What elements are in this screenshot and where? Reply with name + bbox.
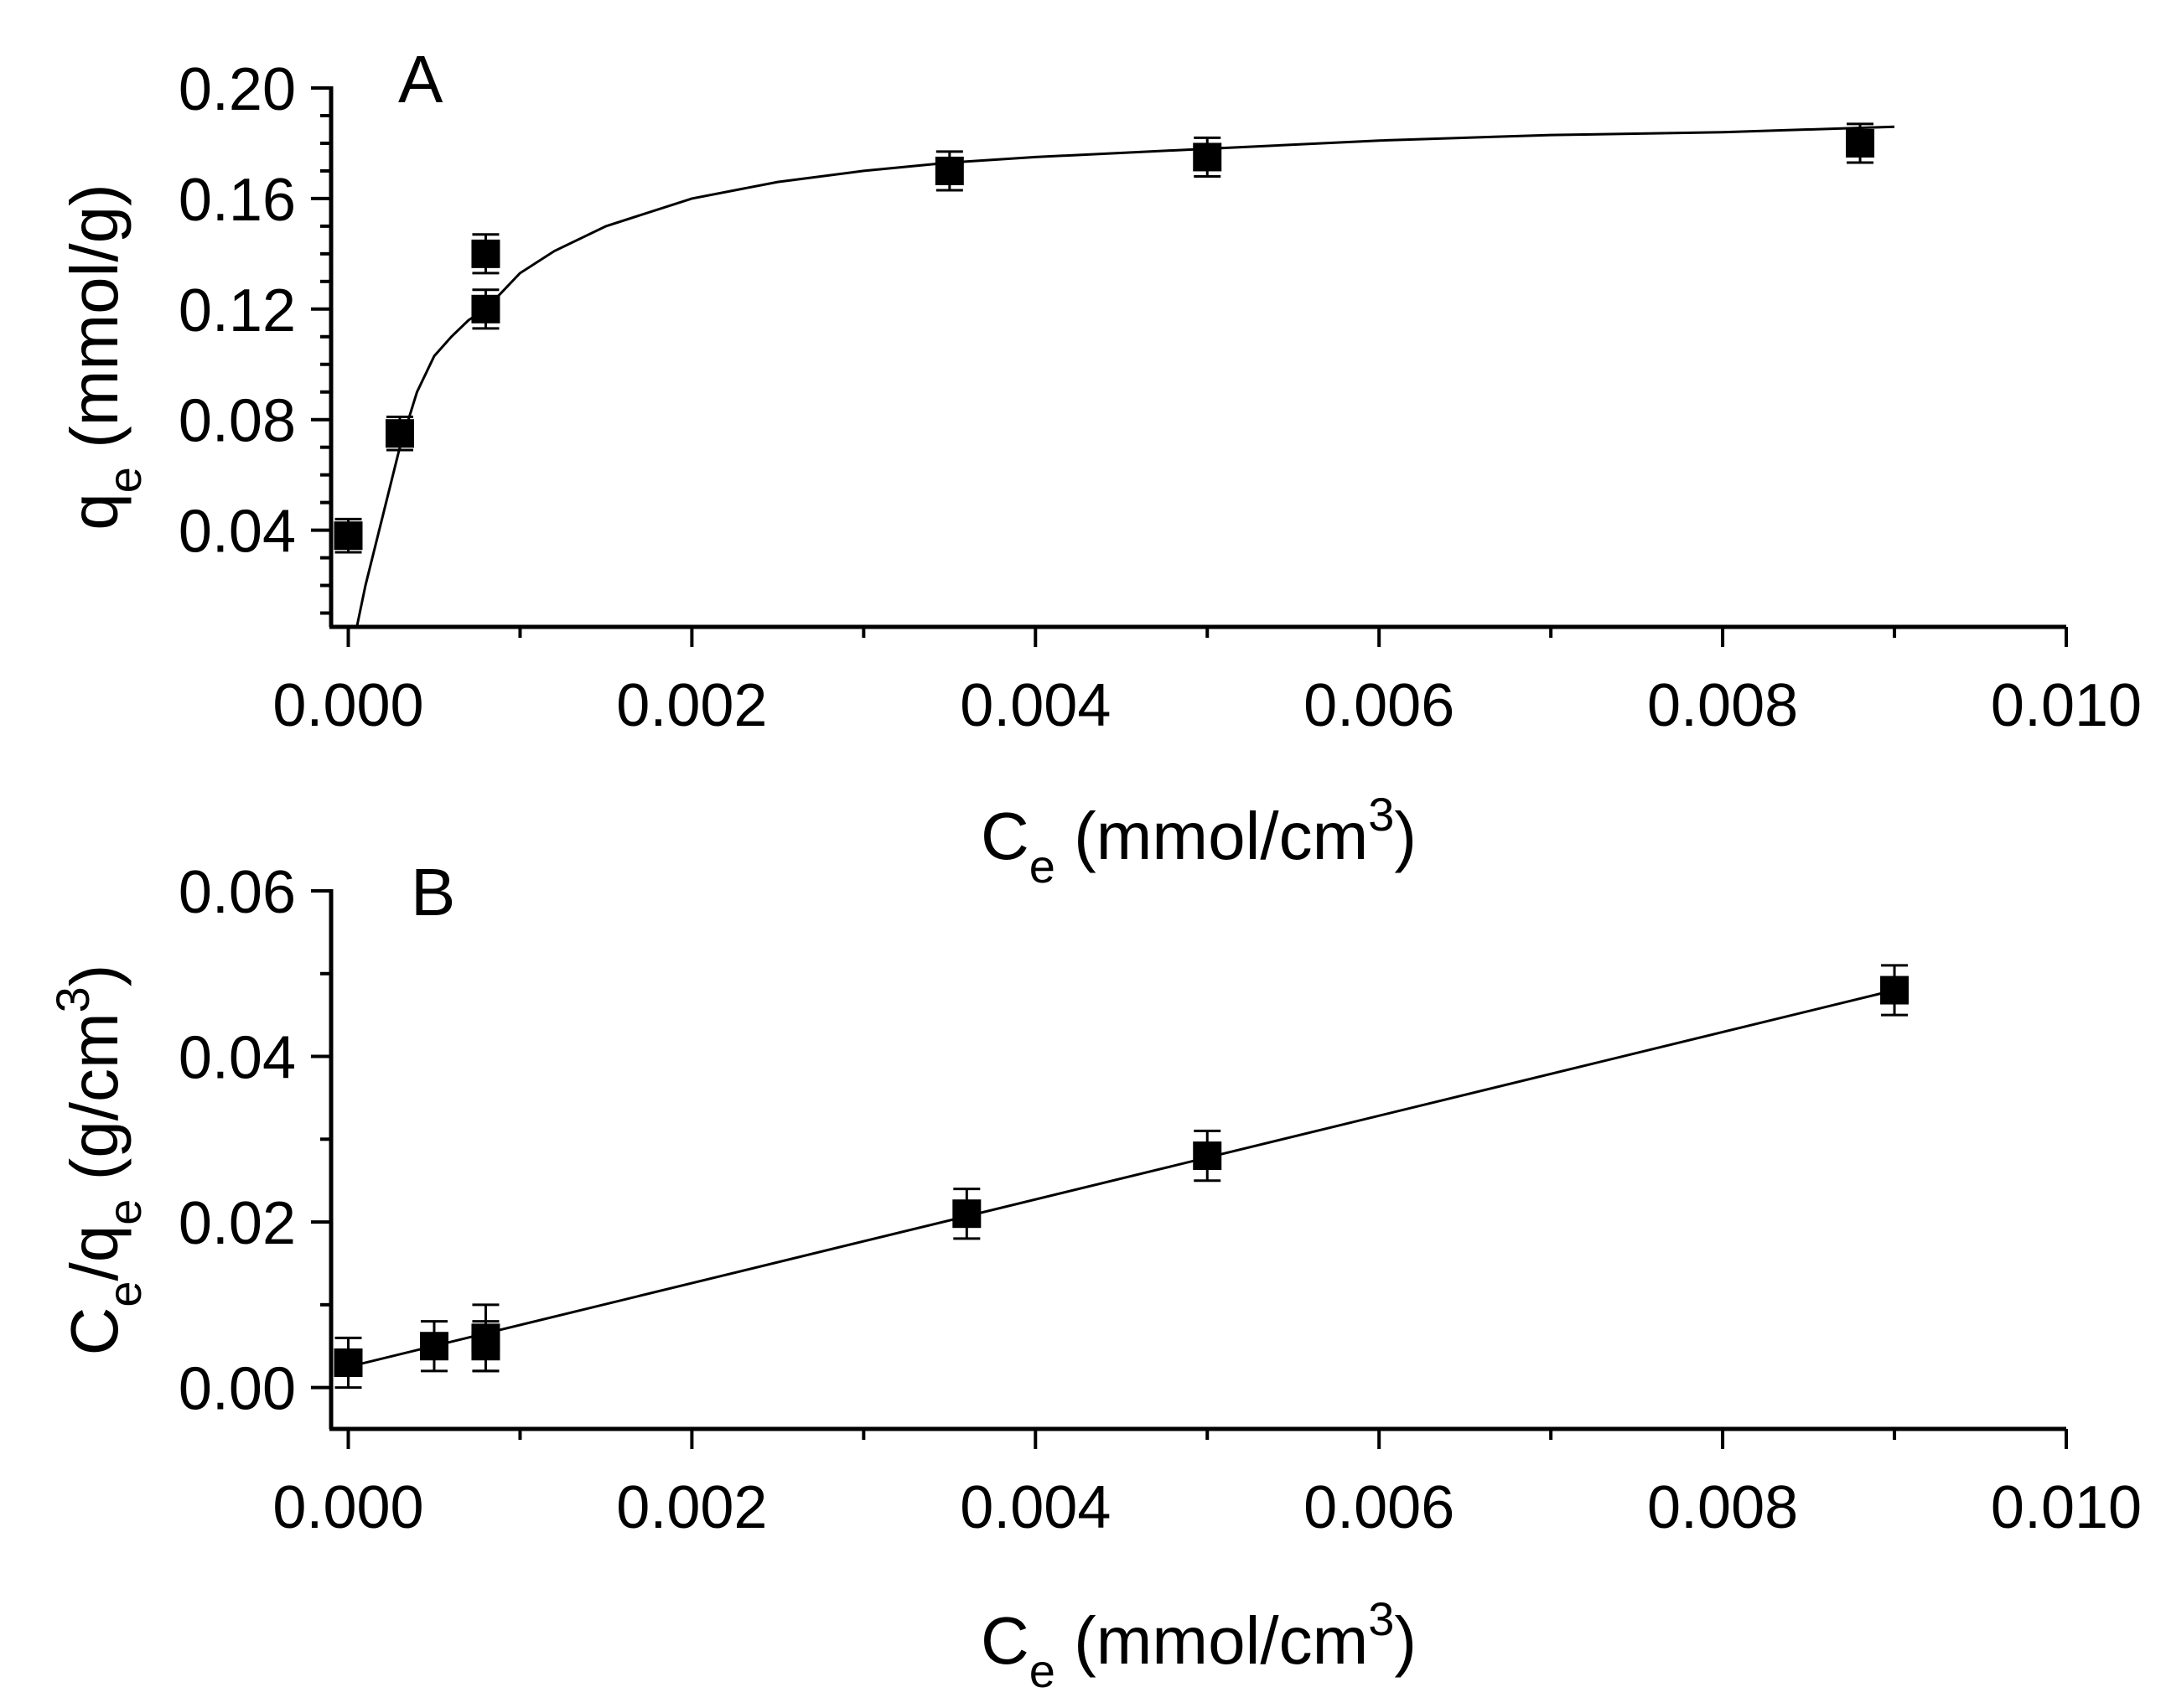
x-axis-title: Ce (mmol/cm3): [981, 788, 1417, 893]
y-title-main: C: [57, 1307, 132, 1356]
x-title-superscript: 3: [1368, 788, 1394, 841]
data-point: [471, 1332, 500, 1361]
y-tick-label: 0.12: [179, 277, 296, 344]
data-point: [1846, 128, 1875, 158]
y-tick-label: 0.04: [179, 1025, 296, 1092]
y-title-unit: (g/cm: [57, 1012, 132, 1198]
panel-label: B: [411, 855, 455, 929]
x-tick-label: 0.006: [1303, 1474, 1454, 1541]
panel-b-linearized-plot: 0.000 0.002 0.004 0.006 0.008 0.010 0.00 0.02 0.…: [46, 855, 2142, 1697]
x-title-close: ): [1394, 1603, 1417, 1678]
y-tick-label: 0.02: [179, 1190, 296, 1257]
y-title-unit: (mmol/g): [57, 184, 132, 467]
x-tick-label: 0.000: [272, 672, 423, 739]
x-tick-label: 0.008: [1647, 1474, 1798, 1541]
data-point: [952, 1199, 982, 1229]
x-tick-label: 0.002: [616, 672, 767, 739]
x-title-subscript: e: [1029, 840, 1055, 893]
x-title-subscript: e: [1029, 1644, 1055, 1697]
x-title-unit: (mmol/cm: [1055, 1603, 1368, 1678]
panel-label: A: [398, 42, 443, 116]
y-title-divider: /q: [57, 1225, 132, 1281]
x-title-unit: (mmol/cm: [1055, 799, 1368, 873]
x-tick-label: 0.006: [1303, 672, 1454, 739]
x-tick-label: 0.004: [960, 672, 1111, 739]
x-tick-label: 0.010: [1991, 672, 2142, 739]
data-point: [385, 419, 414, 448]
y-title-subscript: e: [98, 467, 151, 493]
y-tick-label: 0.04: [179, 499, 296, 566]
x-tick-label: 0.010: [1991, 1474, 2142, 1541]
y-tick-label: 0.00: [179, 1356, 296, 1423]
x-title-close: ): [1394, 799, 1417, 873]
y-tick-label: 0.06: [179, 859, 296, 926]
y-tick-label: 0.08: [179, 388, 296, 455]
y-title-close: ): [57, 965, 132, 987]
data-point: [419, 1332, 448, 1361]
x-tick-label: 0.008: [1647, 672, 1798, 739]
y-title-superscript: 3: [46, 986, 99, 1012]
y-title-subscript-2: e: [98, 1199, 151, 1225]
data-point: [334, 521, 363, 551]
data-point: [1193, 1141, 1222, 1171]
x-axis-title: Ce (mmol/cm3): [981, 1592, 1417, 1697]
y-title-main: q: [57, 493, 132, 531]
y-tick-label: 0.20: [179, 56, 296, 123]
x-tick-label: 0.004: [960, 1474, 1111, 1541]
data-point: [334, 1348, 363, 1377]
data-point: [471, 294, 500, 323]
panel-a-langmuir-isotherm: 0.000 0.002 0.004 0.006 0.008 0.010 0.04 0.08 0.…: [57, 42, 2142, 893]
langmuir-fit-curve: [355, 125, 1895, 628]
x-tick-label: 0.000: [272, 1474, 423, 1541]
x-title-superscript: 3: [1368, 1592, 1394, 1645]
linear-fit-line: [348, 989, 1895, 1369]
y-axis-title: Ce/qe (g/cm3): [46, 965, 151, 1356]
x-title-main: C: [981, 799, 1029, 873]
data-point: [1880, 976, 1910, 1005]
y-tick-label: 0.16: [179, 167, 296, 234]
data-point: [1193, 142, 1222, 172]
x-tick-label: 0.002: [616, 1474, 767, 1541]
data-point: [471, 239, 500, 268]
x-title-main: C: [981, 1603, 1029, 1678]
y-axis-title: qe (mmol/g): [57, 184, 151, 530]
y-title-subscript: e: [98, 1281, 151, 1307]
data-point: [935, 156, 964, 185]
